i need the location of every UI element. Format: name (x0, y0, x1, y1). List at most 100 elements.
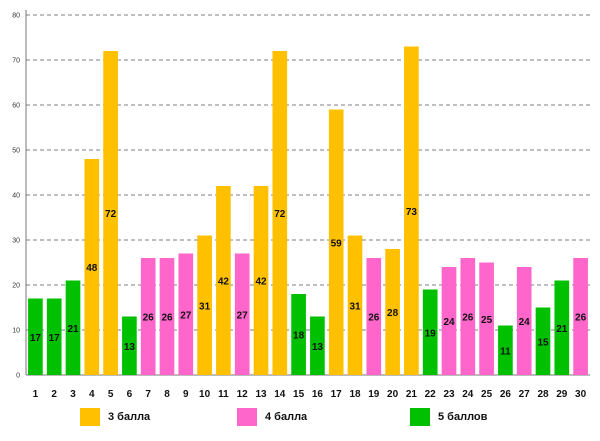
bar (216, 186, 231, 375)
y-tick-label: 0 (16, 373, 20, 380)
legend-label-4: 4 балла (265, 411, 308, 423)
y-tick-label: 10 (12, 328, 20, 335)
x-tick-label: 10 (199, 389, 211, 400)
legend-label-5: 5 баллов (438, 411, 488, 423)
data-label: 31 (349, 301, 361, 312)
x-tick-label: 28 (537, 389, 549, 400)
x-tick-label: 6 (127, 389, 133, 400)
x-tick-label: 22 (425, 389, 437, 400)
x-tick-label: 30 (575, 389, 587, 400)
data-label: 26 (575, 313, 587, 324)
x-tick-label: 4 (89, 389, 95, 400)
data-label: 15 (537, 337, 549, 348)
data-label: 27 (237, 310, 249, 321)
data-label: 11 (500, 346, 511, 357)
bar (122, 316, 137, 375)
bar (140, 258, 156, 375)
x-tick-label: 11 (218, 389, 229, 400)
data-label: 13 (312, 342, 324, 353)
bar (310, 316, 325, 375)
bar (422, 289, 438, 375)
bar (84, 159, 100, 375)
x-tick-label: 9 (183, 389, 189, 400)
legend-item-4: 4 балла (237, 408, 307, 426)
data-label: 42 (218, 277, 230, 288)
legend: 3 балла 4 балла 5 баллов (0, 408, 600, 430)
x-tick-label: 27 (519, 389, 531, 400)
x-tick-label: 29 (556, 389, 568, 400)
data-label: 24 (519, 317, 531, 328)
y-tick-label: 60 (12, 103, 20, 110)
bar (516, 267, 532, 375)
x-tick-label: 3 (70, 389, 76, 400)
bar (197, 235, 212, 375)
data-label: 28 (387, 308, 399, 319)
bar (234, 253, 250, 375)
x-tick-label: 19 (368, 389, 380, 400)
x-tick-label: 18 (349, 389, 361, 400)
data-label: 17 (30, 333, 42, 344)
data-label: 17 (49, 333, 61, 344)
x-tick-label: 16 (312, 389, 324, 400)
y-tick-label: 50 (12, 148, 20, 155)
y-tick-label: 80 (12, 13, 20, 20)
x-tick-label: 26 (500, 389, 512, 400)
x-tick-label: 25 (481, 389, 493, 400)
data-label: 59 (331, 238, 343, 249)
bar (479, 262, 494, 375)
x-tick-label: 1 (33, 389, 39, 400)
data-label: 25 (481, 315, 493, 326)
data-label: 26 (462, 313, 474, 324)
x-tick-label: 2 (51, 389, 57, 400)
x-tick-label: 20 (387, 389, 399, 400)
x-tick-label: 14 (274, 389, 286, 400)
bar (460, 258, 476, 375)
data-label: 48 (86, 263, 98, 274)
bar (404, 46, 419, 375)
bar (159, 258, 175, 375)
bar (65, 280, 81, 375)
data-label: 27 (180, 310, 192, 321)
legend-label-3: 3 балла (108, 411, 151, 423)
x-tick-label: 7 (145, 389, 151, 400)
data-label: 19 (425, 328, 437, 339)
bar (178, 253, 194, 375)
bar (385, 249, 400, 375)
data-label: 18 (293, 331, 305, 342)
bar (253, 186, 269, 375)
legend-swatch-4 (237, 408, 257, 426)
data-label: 24 (443, 317, 455, 328)
data-label: 72 (274, 209, 286, 220)
data-label: 72 (105, 209, 117, 220)
x-tick-label: 24 (462, 389, 474, 400)
legend-item-5: 5 баллов (410, 408, 487, 426)
bar (28, 298, 43, 375)
bar (498, 325, 513, 375)
y-tick-label: 30 (12, 238, 20, 245)
bar (46, 298, 62, 375)
legend-swatch-5 (410, 408, 430, 426)
x-tick-label: 8 (164, 389, 170, 400)
y-tick-label: 70 (12, 58, 20, 65)
bar (347, 235, 363, 375)
data-label: 42 (255, 277, 267, 288)
legend-item-3: 3 балла (80, 408, 150, 426)
data-label: 26 (368, 313, 380, 324)
bar (535, 307, 551, 375)
bar (554, 280, 570, 375)
data-label: 26 (161, 313, 173, 324)
data-label: 73 (406, 207, 418, 218)
data-label: 21 (67, 324, 79, 335)
x-tick-label: 5 (108, 389, 114, 400)
data-label: 21 (556, 324, 568, 335)
bar (291, 294, 306, 375)
x-tick-label: 13 (255, 389, 267, 400)
x-tick-label: 21 (406, 389, 418, 400)
y-tick-label: 20 (12, 283, 20, 290)
data-label: 26 (143, 313, 155, 324)
bar (328, 109, 344, 375)
y-tick-label: 40 (12, 193, 20, 200)
x-tick-label: 12 (237, 389, 249, 400)
